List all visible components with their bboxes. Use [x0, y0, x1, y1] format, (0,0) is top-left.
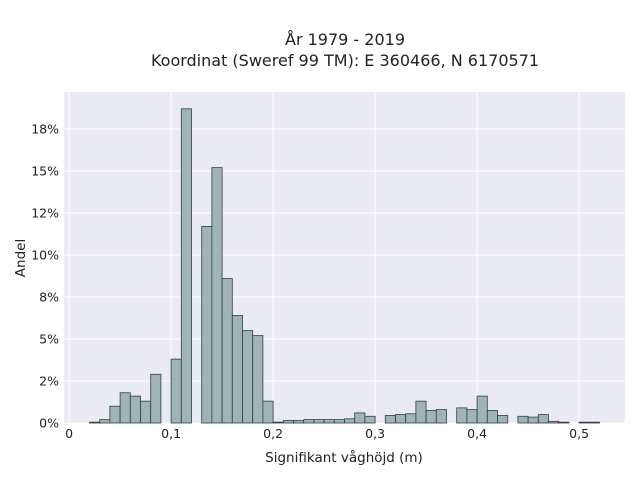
histogram-bar: [180, 108, 192, 424]
y-tick-labels: 0% 2% 5% 8% 10% 12% 15% 18%: [31, 121, 59, 430]
plot-area: [64, 92, 625, 423]
histogram-bar: [364, 415, 376, 424]
histogram-bar: [119, 392, 131, 424]
x-axis-label: Signifikant våghöjd (m): [265, 449, 423, 466]
histogram-bar: [201, 226, 213, 424]
histogram-bar: [405, 413, 417, 424]
histogram-bar: [333, 419, 345, 424]
histogram-bar: [578, 421, 590, 424]
grid-lines: [64, 92, 625, 424]
histogram-bar: [395, 414, 407, 424]
histogram-bar: [282, 420, 294, 424]
histogram-bar: [293, 420, 305, 424]
x-tick-label: 0,4: [467, 426, 487, 441]
histogram-bar: [466, 409, 478, 424]
histogram-bar: [456, 407, 468, 424]
histogram-bar: [262, 400, 274, 424]
histogram-bar: [588, 421, 600, 424]
histogram-bar: [109, 405, 121, 424]
histogram-bar: [313, 419, 325, 424]
x-tick-labels: 0 0,1 0,2 0,3 0,4 0,5: [65, 426, 589, 441]
y-tick-label: 5%: [39, 331, 59, 346]
chart-title-line2: Koordinat (Sweref 99 TM): E 360466, N 61…: [151, 51, 539, 70]
histogram-bar: [476, 395, 488, 424]
x-tick-label: 0,1: [161, 426, 181, 441]
histogram-bar: [303, 419, 315, 424]
histogram-bar: [415, 400, 427, 424]
histogram-bar: [323, 419, 335, 424]
histogram-bar: [272, 421, 284, 424]
histogram-bar: [537, 414, 549, 424]
y-axis-label: Andel: [13, 239, 29, 277]
histogram-bar: [140, 400, 152, 424]
histogram-bar: [344, 418, 356, 424]
y-tick-label: 18%: [31, 121, 59, 136]
histogram-bar: [129, 395, 141, 424]
histogram-bar: [170, 358, 182, 424]
y-tick-label: 12%: [31, 205, 59, 220]
x-tick-label: 0,5: [569, 426, 589, 441]
histogram-bar: [486, 409, 498, 424]
histogram-bar: [221, 278, 233, 424]
histogram-bar: [435, 409, 447, 424]
y-tick-label: 0%: [39, 416, 59, 431]
histogram-bar: [89, 421, 101, 424]
bars: [89, 108, 600, 424]
y-tick-label: 2%: [39, 373, 59, 388]
histogram-bar: [231, 315, 243, 424]
x-tick-label: 0,2: [263, 426, 283, 441]
histogram-bar: [252, 335, 264, 424]
x-tick-label: 0: [65, 426, 73, 441]
histogram-bar: [548, 420, 560, 424]
y-tick-label: 15%: [31, 163, 59, 178]
histogram-bar: [150, 373, 162, 424]
histogram-bar: [517, 415, 529, 424]
histogram-bar: [211, 167, 223, 424]
y-tick-label: 10%: [31, 247, 59, 262]
histogram-bar: [384, 415, 396, 424]
histogram-bar: [527, 416, 539, 424]
histogram-bar: [99, 419, 111, 424]
histogram-bar: [558, 421, 570, 424]
histogram-bar: [354, 412, 366, 424]
chart-title-line1: År 1979 - 2019: [285, 30, 405, 49]
histogram-bar: [497, 415, 509, 424]
histogram-bar: [425, 409, 437, 424]
histogram-bar: [242, 330, 254, 424]
x-tick-label: 0,3: [365, 426, 385, 441]
y-tick-label: 8%: [39, 289, 59, 304]
